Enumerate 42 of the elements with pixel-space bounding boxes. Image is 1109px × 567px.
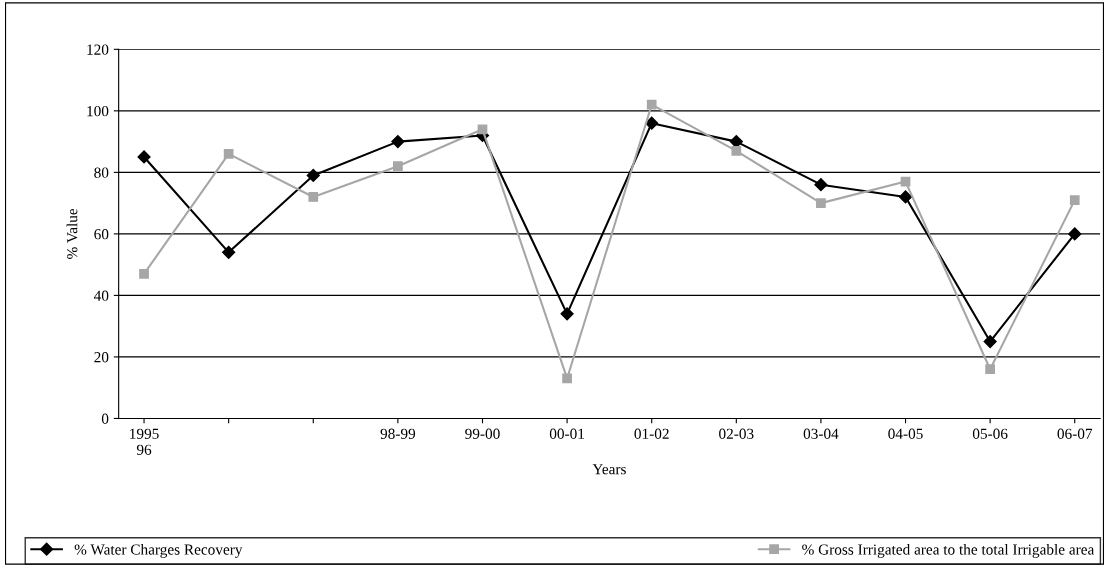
point (137, 150, 151, 164)
point (816, 198, 826, 208)
x-tick-label: 02-03 (719, 428, 754, 439)
x-tick-label: 98-99 (380, 428, 416, 439)
y-tick-label: 80 (94, 167, 109, 178)
y-axis-title: % Value (66, 208, 78, 259)
point (139, 269, 149, 279)
point (222, 245, 236, 259)
x-tick-label: 05-06 (972, 428, 1008, 439)
y-tick-label: 20 (94, 352, 109, 363)
y-tick-label: 100 (87, 105, 109, 117)
point (223, 149, 234, 159)
point (985, 364, 995, 375)
x-tick-label: 00-01 (549, 428, 584, 439)
point (393, 161, 403, 172)
point (391, 135, 405, 149)
point (1068, 227, 1082, 241)
y-tick-label: 0 (101, 413, 109, 424)
point (560, 307, 574, 321)
y-tick-label: 40 (93, 290, 109, 301)
legend-label: % Water Charges Recovery (74, 543, 243, 558)
point (477, 124, 488, 135)
point (983, 334, 997, 349)
x-tick-label: 01-02 (634, 428, 669, 439)
point (814, 178, 828, 192)
point (306, 168, 320, 183)
y-tick-label: 60 (94, 229, 109, 240)
point (645, 116, 659, 130)
y-tick-label: 120 (87, 44, 109, 55)
point (646, 99, 657, 110)
point (731, 145, 742, 156)
point (1069, 195, 1080, 205)
point (898, 190, 913, 204)
point (562, 373, 572, 384)
legend-label: % Gross Irrigated area to the total Irrigable area (802, 543, 1095, 558)
x-tick-label: 1995 96 (130, 428, 159, 455)
x-tick-label: 04-05 (888, 428, 923, 439)
x-tick-label: 03-04 (803, 428, 839, 439)
x-axis-title: Years (592, 464, 626, 475)
point (308, 192, 319, 202)
x-tick-label: 06-07 (1057, 428, 1093, 439)
x-tick-label: 99-00 (465, 428, 500, 439)
